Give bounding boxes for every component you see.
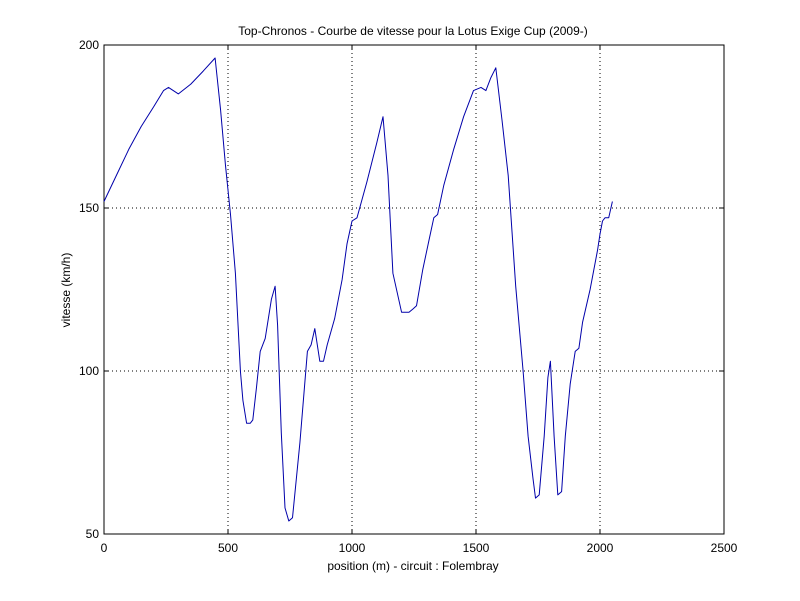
y-tick-label: 150	[79, 201, 99, 215]
plot-axes	[103, 44, 725, 535]
y-tick-label: 200	[79, 38, 99, 52]
x-tick-label: 0	[101, 541, 108, 555]
chart-title: Top-Chronos - Courbe de vitesse pour la …	[238, 24, 588, 38]
tick-labels: 0 500 1000 1500 2000 2500 50 100 150 200	[79, 38, 738, 555]
series-layer	[103, 57, 613, 522]
y-axis-label: vitesse (km/h)	[59, 253, 73, 328]
tick-marks	[103, 44, 725, 535]
x-tick-label: 1500	[463, 541, 490, 555]
x-tick-label: 500	[218, 541, 238, 555]
axes-frame	[103, 44, 725, 535]
x-tick-label: 2000	[587, 541, 614, 555]
x-tick-label: 1000	[339, 541, 366, 555]
speed-series-line	[103, 57, 613, 522]
x-tick-label: 2500	[711, 541, 738, 555]
grid-lines	[104, 45, 724, 534]
x-axis-label: position (m) - circuit : Folembray	[327, 559, 498, 573]
y-tick-label: 100	[79, 364, 99, 378]
y-tick-label: 50	[86, 527, 100, 541]
